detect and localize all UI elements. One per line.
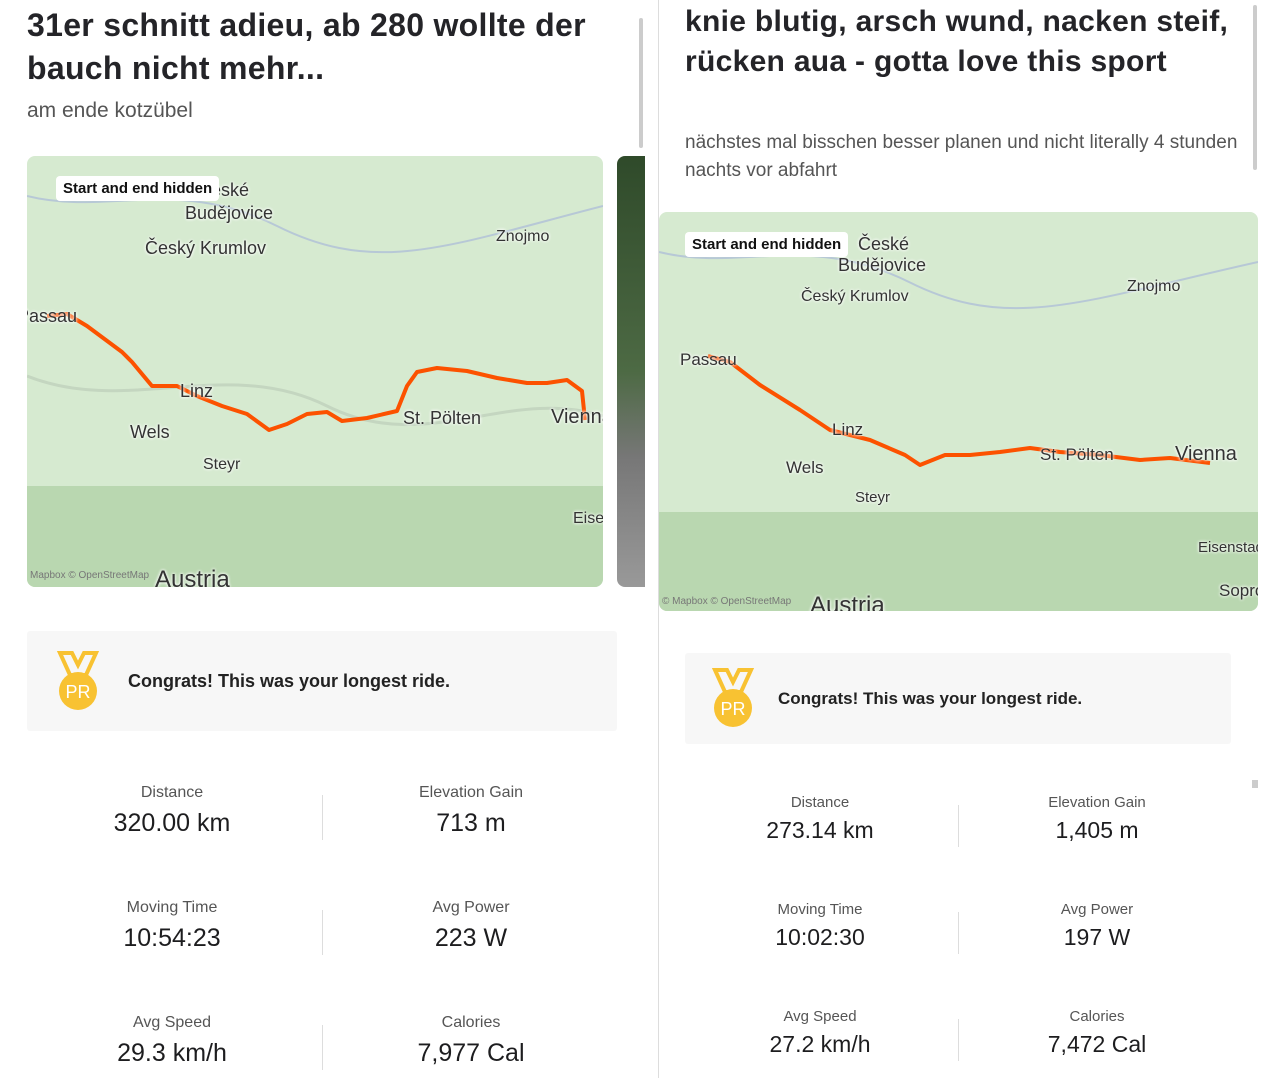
stat-label: Distance: [140, 784, 204, 801]
stat-divider: [322, 910, 323, 955]
stat-divider: [958, 1019, 959, 1061]
achievement-card: PR Congrats! This was your longest ride.: [685, 653, 1231, 744]
stat-value: 1,405 m: [1055, 817, 1139, 843]
map-label: Wels: [786, 458, 824, 477]
achievement-text: Congrats! This was your longest ride.: [778, 689, 1083, 708]
map-attribution: © Mapbox © OpenStreetMap: [662, 596, 792, 607]
stat-value: 713 m: [436, 809, 506, 837]
route-map[interactable]: České Budějovice Český Krumlov Znojmo Pa…: [659, 212, 1258, 611]
map-terrain: [659, 251, 1258, 611]
medal-label: PR: [65, 682, 90, 702]
map-attribution: Mapbox © OpenStreetMap: [30, 570, 150, 581]
medal-icon: PR: [711, 668, 755, 727]
stat-value: 320.00 km: [113, 809, 231, 837]
privacy-badge: Start and end hidden: [56, 176, 220, 201]
map-label: Linz: [180, 381, 214, 401]
stat-value: 7,977 Cal: [417, 1039, 525, 1067]
stat-value: 29.3 km/h: [117, 1039, 227, 1067]
photo-thumbnail[interactable]: [617, 156, 645, 587]
stat-divider: [958, 912, 959, 954]
activity-description: nächstes mal bisschen besser planen und …: [685, 132, 1238, 181]
map-label: Český Krumlov: [145, 238, 267, 258]
map-label: Sopron: [1219, 581, 1258, 600]
panel-divider: [658, 0, 659, 1078]
scrollbar[interactable]: [639, 18, 643, 148]
stat-label: Elevation Gain: [1048, 794, 1146, 811]
stat-value: 7,472 Cal: [1047, 1031, 1147, 1057]
map-label: Budějovice: [838, 255, 927, 275]
map-label: Wels: [130, 422, 170, 442]
stat-label: Distance: [790, 794, 850, 811]
map-label: České: [858, 234, 910, 254]
map-label: Steyr: [855, 489, 891, 506]
stat-divider: [322, 1025, 323, 1070]
map-label: Vienna: [1175, 443, 1237, 465]
map-label: Passau: [27, 306, 78, 326]
route-line: [707, 354, 1211, 467]
stat-value: 10:02:30: [775, 924, 865, 950]
stat-value: 27.2 km/h: [769, 1031, 871, 1057]
map-label: Passau: [680, 350, 737, 369]
stat-label: Avg Speed: [133, 1014, 211, 1031]
stat-label: Calories: [1069, 1008, 1125, 1025]
stat-divider: [322, 795, 323, 840]
map-label: Eisenstadt: [1198, 539, 1258, 556]
stat-value: 10:54:23: [123, 924, 221, 952]
map-label: Budějovice: [185, 203, 274, 223]
stat-value: 197 W: [1063, 924, 1131, 950]
activity-title[interactable]: knie blutig, arsch wund, nacken steif, r…: [685, 5, 1229, 78]
map-label: Austria: [155, 566, 230, 587]
stat-value: 223 W: [434, 924, 508, 952]
activity-description: am ende kotzübel: [27, 99, 193, 122]
map-label: Steyr: [203, 456, 241, 473]
stat-label: Calories: [441, 1014, 501, 1031]
scrollbar[interactable]: [1252, 780, 1258, 788]
stat-label: Avg Power: [432, 899, 510, 916]
map-label: Český Krumlov: [801, 288, 909, 305]
medal-icon: PR: [56, 651, 100, 710]
map-label: Eisenstadt: [573, 510, 603, 527]
stat-divider: [958, 805, 959, 847]
map-label: St. Pölten: [403, 408, 482, 428]
map-label: Vienna: [551, 406, 603, 428]
route-map[interactable]: České Budějovice Český Krumlov Znojmo Pa…: [27, 156, 603, 587]
achievement-text: Congrats! This was your longest ride.: [128, 671, 451, 691]
map-label: Znojmo: [496, 228, 550, 245]
medal-label: PR: [720, 699, 745, 719]
privacy-badge: Start and end hidden: [685, 232, 849, 257]
map-label: St. Pölten: [1040, 445, 1114, 464]
stat-label: Moving Time: [777, 901, 863, 918]
stat-label: Moving Time: [126, 899, 218, 916]
stat-label: Avg Speed: [783, 1008, 857, 1025]
activity-title[interactable]: 31er schnitt adieu, ab 280 wollte der ba…: [27, 7, 586, 86]
map-label: Linz: [832, 420, 864, 439]
scrollbar[interactable]: [1253, 5, 1257, 170]
stat-value: 273.14 km: [766, 817, 874, 843]
route-line: [46, 312, 587, 432]
map-label: Austria: [810, 592, 885, 611]
stat-label: Avg Power: [1060, 901, 1134, 918]
stat-label: Elevation Gain: [418, 784, 524, 801]
map-terrain: [27, 195, 603, 587]
map-label: Znojmo: [1127, 278, 1181, 295]
achievement-card: PR Congrats! This was your longest ride.: [27, 631, 617, 731]
